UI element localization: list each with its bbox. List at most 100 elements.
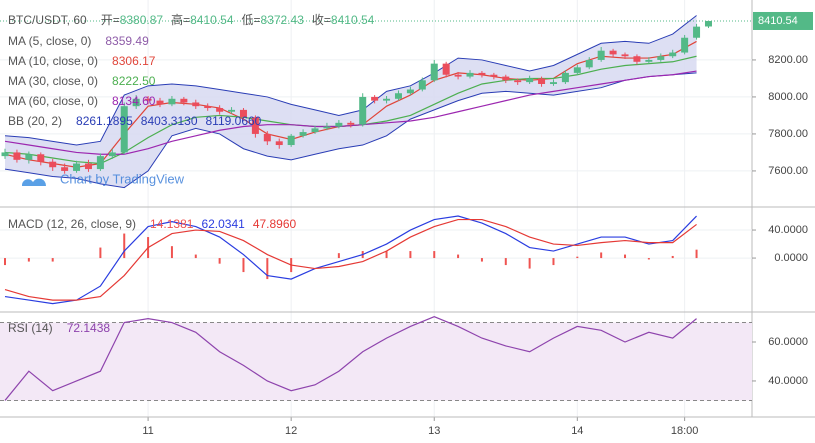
candle-body	[454, 74, 462, 77]
study-name: RSI (14)	[8, 321, 53, 335]
candle-body	[359, 96, 367, 125]
candle-body	[144, 98, 152, 101]
study-value: 8119.0660	[205, 114, 262, 128]
bb-lower	[4, 72, 697, 189]
candle-body	[108, 152, 116, 157]
study-value: 47.8960	[252, 217, 297, 231]
candle-body	[13, 152, 21, 160]
macd-line	[4, 215, 697, 305]
study-value: 8403.3130	[140, 114, 198, 128]
candle-body	[204, 106, 212, 109]
study-value: 8306.17	[112, 54, 156, 68]
candle-body	[323, 126, 331, 129]
legend-row: MA (10, close, 0) 8306.17	[8, 54, 163, 68]
rsi-band	[0, 322, 752, 401]
study-name: MA (30, close, 0)	[8, 74, 99, 88]
rsi-line	[4, 316, 697, 401]
watermark: Chart by TradingView	[21, 171, 185, 186]
x-tick-label: 11	[142, 425, 153, 437]
candle-body	[573, 67, 581, 73]
candle-body	[1, 152, 9, 157]
candle-body	[561, 72, 569, 83]
candle-body	[669, 52, 677, 57]
legend-row: BB (20, 2) 8261.1895 8403.3130 8119.0660	[8, 114, 269, 128]
candle-body	[466, 72, 474, 77]
study-name: BB (20, 2)	[8, 114, 63, 128]
candle-body	[61, 167, 69, 171]
candle-body	[180, 98, 188, 103]
candle-body	[299, 132, 307, 136]
study-value: 8134.60	[112, 94, 156, 108]
legend-row: RSI (14) 72.1438	[8, 321, 118, 335]
x-tick-label: 14	[571, 425, 583, 437]
candle-body	[430, 63, 438, 81]
y-tick-label: 60.0000	[768, 336, 808, 348]
study-value: 72.1438	[66, 321, 111, 335]
candle-body	[609, 50, 617, 55]
candle-body	[335, 122, 343, 127]
candle-body	[25, 154, 33, 160]
candle-body	[287, 135, 295, 146]
x-tick-label: 12	[285, 425, 297, 437]
ohlc-value: 8410.54	[330, 13, 375, 27]
study-value: 62.0341	[201, 217, 245, 231]
candle-body	[538, 78, 546, 84]
bb-upper	[4, 15, 697, 146]
candle-body	[383, 98, 391, 101]
candle-body	[526, 78, 534, 83]
y-tick-label: 40.0000	[768, 224, 808, 236]
x-tick-label: 18:00	[671, 425, 699, 437]
ohlc-key: 高=	[171, 13, 191, 27]
watermark-text: Chart by TradingView	[60, 171, 185, 186]
candle-body	[394, 93, 402, 99]
candle-body	[442, 63, 450, 75]
candle-body	[418, 80, 426, 90]
symbol-title: BTC/USDT, 60	[8, 13, 87, 27]
study-value: 8261.1895	[76, 114, 133, 128]
y-tick-label: 40.0000	[768, 375, 808, 387]
y-tick-label: 8000.00	[768, 91, 808, 103]
candle-body	[514, 80, 522, 83]
candle-body	[311, 128, 319, 133]
candle-body	[478, 72, 486, 75]
ohlc-key: 收=	[311, 13, 331, 27]
candle-body	[228, 109, 236, 112]
candle-body	[239, 109, 247, 118]
y-tick-label: 7800.00	[768, 128, 808, 140]
ohlc-key: 低=	[241, 13, 261, 27]
candle-body	[704, 20, 712, 27]
study-value: 8222.50	[112, 74, 156, 88]
signal-line	[4, 218, 697, 301]
ohlc-key: 开=	[100, 13, 120, 27]
candle-body	[621, 54, 629, 57]
candle-body	[585, 59, 593, 68]
last-price-box	[753, 11, 813, 30]
candle-body	[549, 82, 557, 84]
legend-row: BTC/USDT, 60 开=8380.87 高=8410.54 低=8372.43 收…	[8, 13, 382, 27]
candle-body	[37, 154, 45, 162]
candle-body	[96, 156, 104, 170]
ohlc-value: 8410.54	[190, 13, 234, 27]
study-value: 8359.49	[105, 34, 149, 48]
candle-body	[502, 76, 510, 81]
candle-body	[216, 108, 224, 112]
study-name: MA (5, close, 0)	[8, 34, 92, 48]
candle-body	[132, 98, 140, 107]
candle-body	[168, 98, 176, 105]
legend-row: MACD (12, 26, close, 9) 14.1381 62.0341 47.…	[8, 217, 304, 231]
legend-row: MA (30, close, 0) 8222.50	[8, 74, 163, 88]
candle-body	[681, 37, 689, 53]
candle-body	[192, 102, 200, 107]
candle-body	[645, 59, 653, 62]
study-name: MA (10, close, 0)	[8, 54, 99, 68]
candle-body	[657, 56, 665, 60]
candle-body	[693, 26, 701, 38]
study-name: MACD (12, 26, close, 9)	[8, 217, 137, 231]
candle-body	[84, 163, 92, 170]
candle-body	[251, 117, 259, 134]
candle-body	[597, 50, 605, 60]
x-tick-label: 13	[428, 425, 440, 437]
candle-body	[347, 122, 355, 125]
